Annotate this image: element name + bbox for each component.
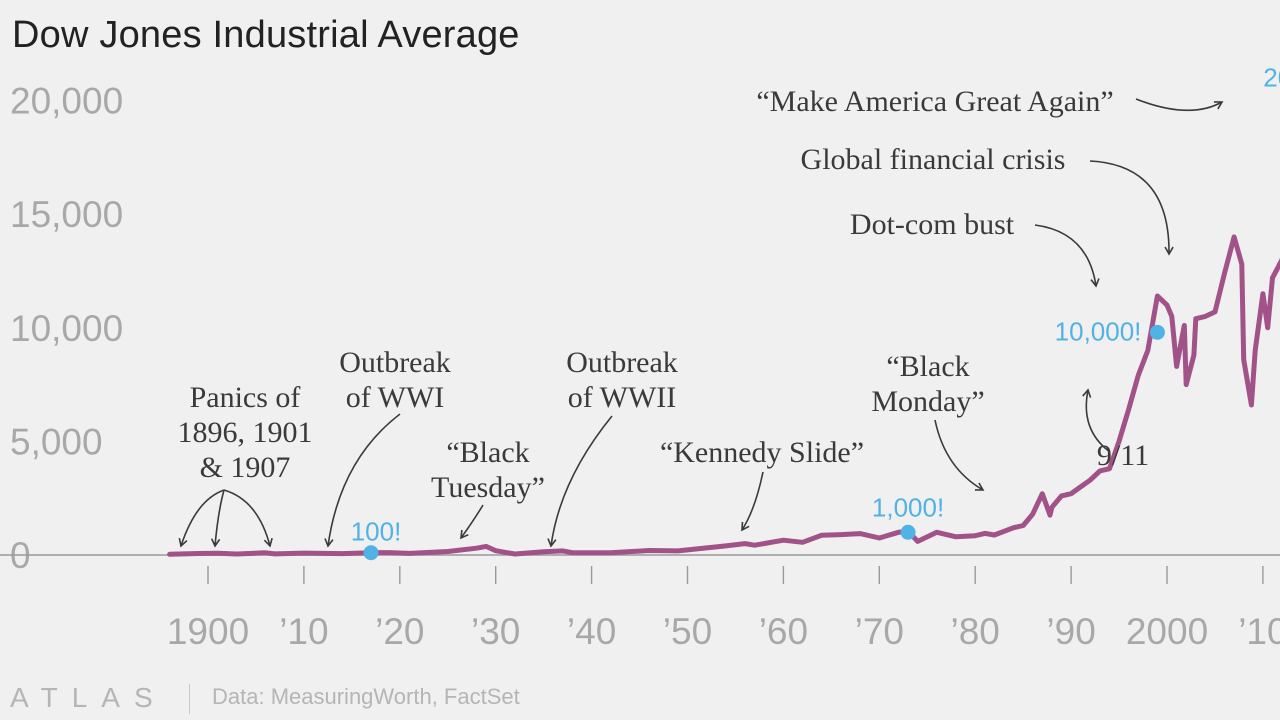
x-tick-label: ’80 [951,611,1000,652]
y-tick-label: 20,000 [10,81,123,122]
annotation-label: Global financial crisis [801,143,1066,176]
annotation-label: Outbreak of WWI [339,346,451,414]
series-line-dow [167,234,1280,557]
footer: ATLAS Data: MeasuringWorth, FactSet [0,676,1280,720]
milestone-label: 1,000! [872,492,944,522]
annotation-label: 9/11 [1097,439,1149,472]
x-axis-ticks: 1900 ’10 ’20 ’30 ’40 ’50 ’60 ’70 ’80 ’90 2000 ’10 [167,566,1280,652]
atlas-logo: ATLAS [10,682,167,713]
milestone-label: 100! [351,517,402,547]
x-tick-label: ’10 [279,611,328,652]
y-tick-label: 10,000 [10,308,123,349]
milestone-dot [900,524,916,540]
x-tick-label: ’40 [567,611,616,652]
x-tick-label: ’70 [855,611,904,652]
milestone-label: 10,000! [1055,316,1142,346]
x-tick-label: ’60 [759,611,808,652]
annotation-arrow [1034,224,1100,288]
x-tick-label: ’50 [663,611,712,652]
annotation-arrow [1135,98,1224,112]
source-note: Data: MeasuringWorth, FactSet [212,684,520,709]
annotation-arrow [547,415,613,548]
footer-divider [189,684,190,714]
annotation-arrow [741,471,764,532]
annotation-arrows [178,98,1224,548]
annotation-label: “Make America Great Again” [756,85,1113,118]
chart-title: Dow Jones Industrial Average [12,14,520,56]
annotation-arrow [1082,388,1111,453]
annotation-label: “Black Tuesday” [431,436,545,504]
annotation-arrow [210,489,225,548]
annotation-label: Dot-com bust [850,208,1015,241]
y-tick-label: 5,000 [10,421,103,462]
x-tick-label: ’20 [375,611,424,652]
annotation-label: “Black Monday” [871,350,984,418]
milestone-dot [363,545,379,561]
annotation-label: “Kennedy Slide” [660,436,864,469]
milestone-markers: 100! 1,000! 10,000! 20,000! [351,63,1280,561]
annotation-arrow [178,489,225,548]
annotation-label: Outbreak of WWII [566,346,678,414]
x-tick-label: 2000 [1126,611,1208,652]
milestone-label: 20,000! [1263,63,1280,93]
annotation-arrow [223,489,273,548]
x-tick-label: ’30 [471,611,520,652]
annotation-arrow [324,413,401,548]
milestone-dot [1149,324,1165,340]
annotation-arrow [460,504,484,540]
x-tick-label: ’10 [1238,611,1280,652]
x-tick-label: ’90 [1046,611,1095,652]
x-tick-label: 1900 [167,611,249,652]
annotation-arrow [1089,160,1174,256]
annotation-label: Panics of 1896, 1901 & 1907 [178,381,313,484]
y-tick-label: 15,000 [10,194,123,235]
annotation-arrow [934,419,985,491]
event-annotations: Panics of 1896, 1901 & 1907 Outbreak of WWI “… [178,85,1150,504]
